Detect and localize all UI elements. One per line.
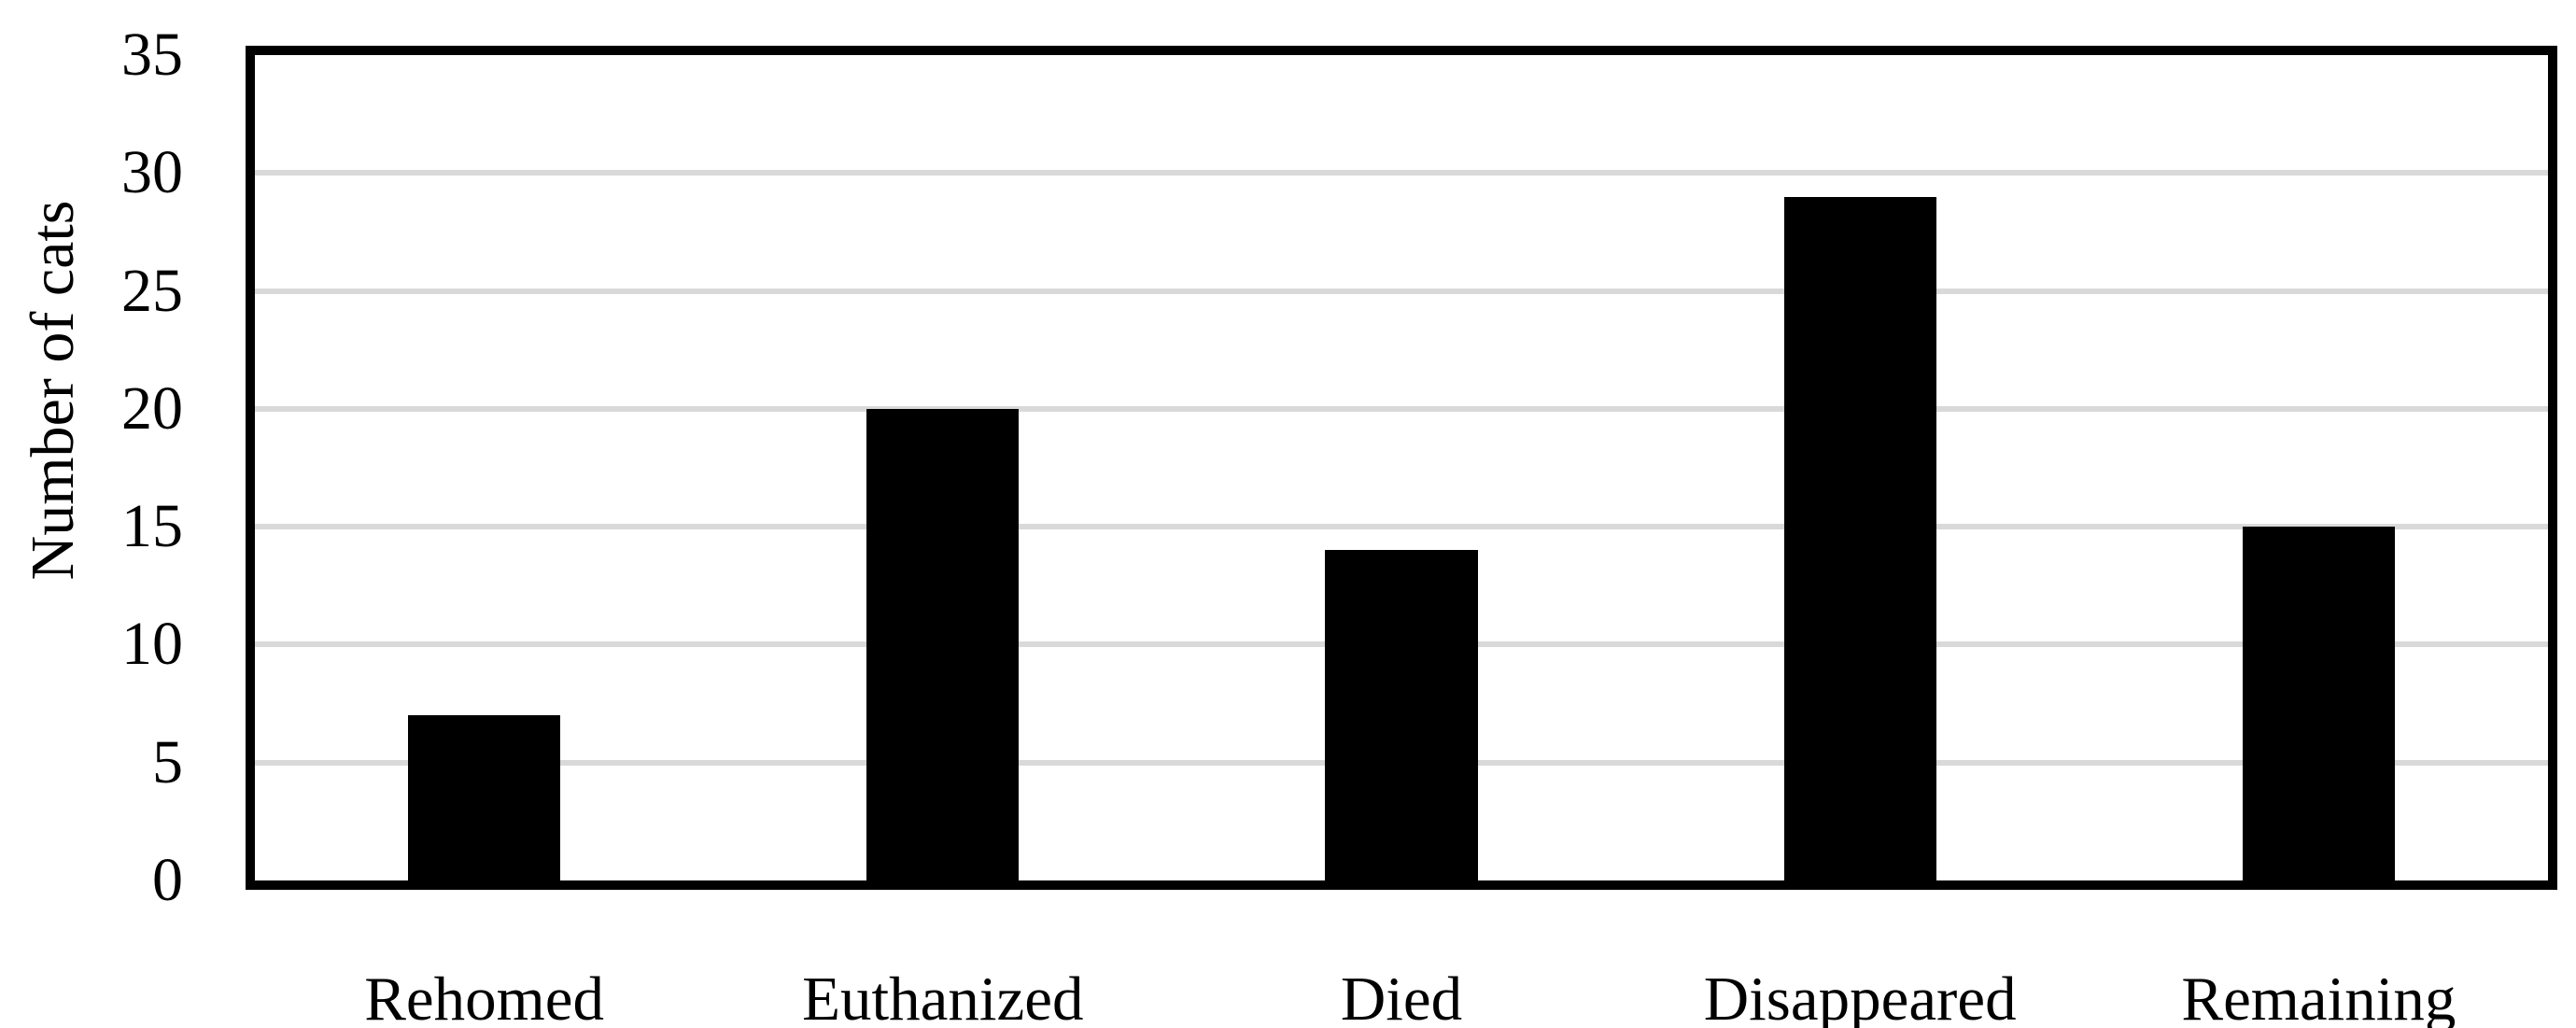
gridline-15 <box>255 524 2548 530</box>
y-tick-label-5: 5 <box>152 727 183 796</box>
y-tick-label-15: 15 <box>121 492 183 561</box>
gridline-20 <box>255 405 2548 412</box>
y-tick-label-10: 10 <box>121 610 183 679</box>
x-category-label-remaining: Remaining <box>2181 965 2456 1028</box>
y-tick-label-0: 0 <box>152 846 183 914</box>
x-category-label-died: Died <box>1340 965 1463 1028</box>
gridline-25 <box>255 288 2548 294</box>
gridline-30 <box>255 170 2548 176</box>
x-category-label-euthanized: Euthanized <box>802 965 1084 1028</box>
y-tick-label-30: 30 <box>121 138 183 207</box>
bars <box>255 55 2548 880</box>
bar-euthanized <box>866 408 1020 880</box>
y-tick-label-25: 25 <box>121 256 183 325</box>
x-category-label-disappeared: Disappeared <box>1703 965 2017 1028</box>
y-tick-label-35: 35 <box>121 21 183 89</box>
y-tick-label-20: 20 <box>121 373 183 443</box>
bar-died <box>1325 550 1478 880</box>
bar-rehomed <box>408 715 561 880</box>
plot-area <box>246 46 2557 890</box>
x-category-label-rehomed: Rehomed <box>364 965 604 1028</box>
bar-remaining <box>2242 527 2395 880</box>
bar-disappeared <box>1783 196 1936 880</box>
